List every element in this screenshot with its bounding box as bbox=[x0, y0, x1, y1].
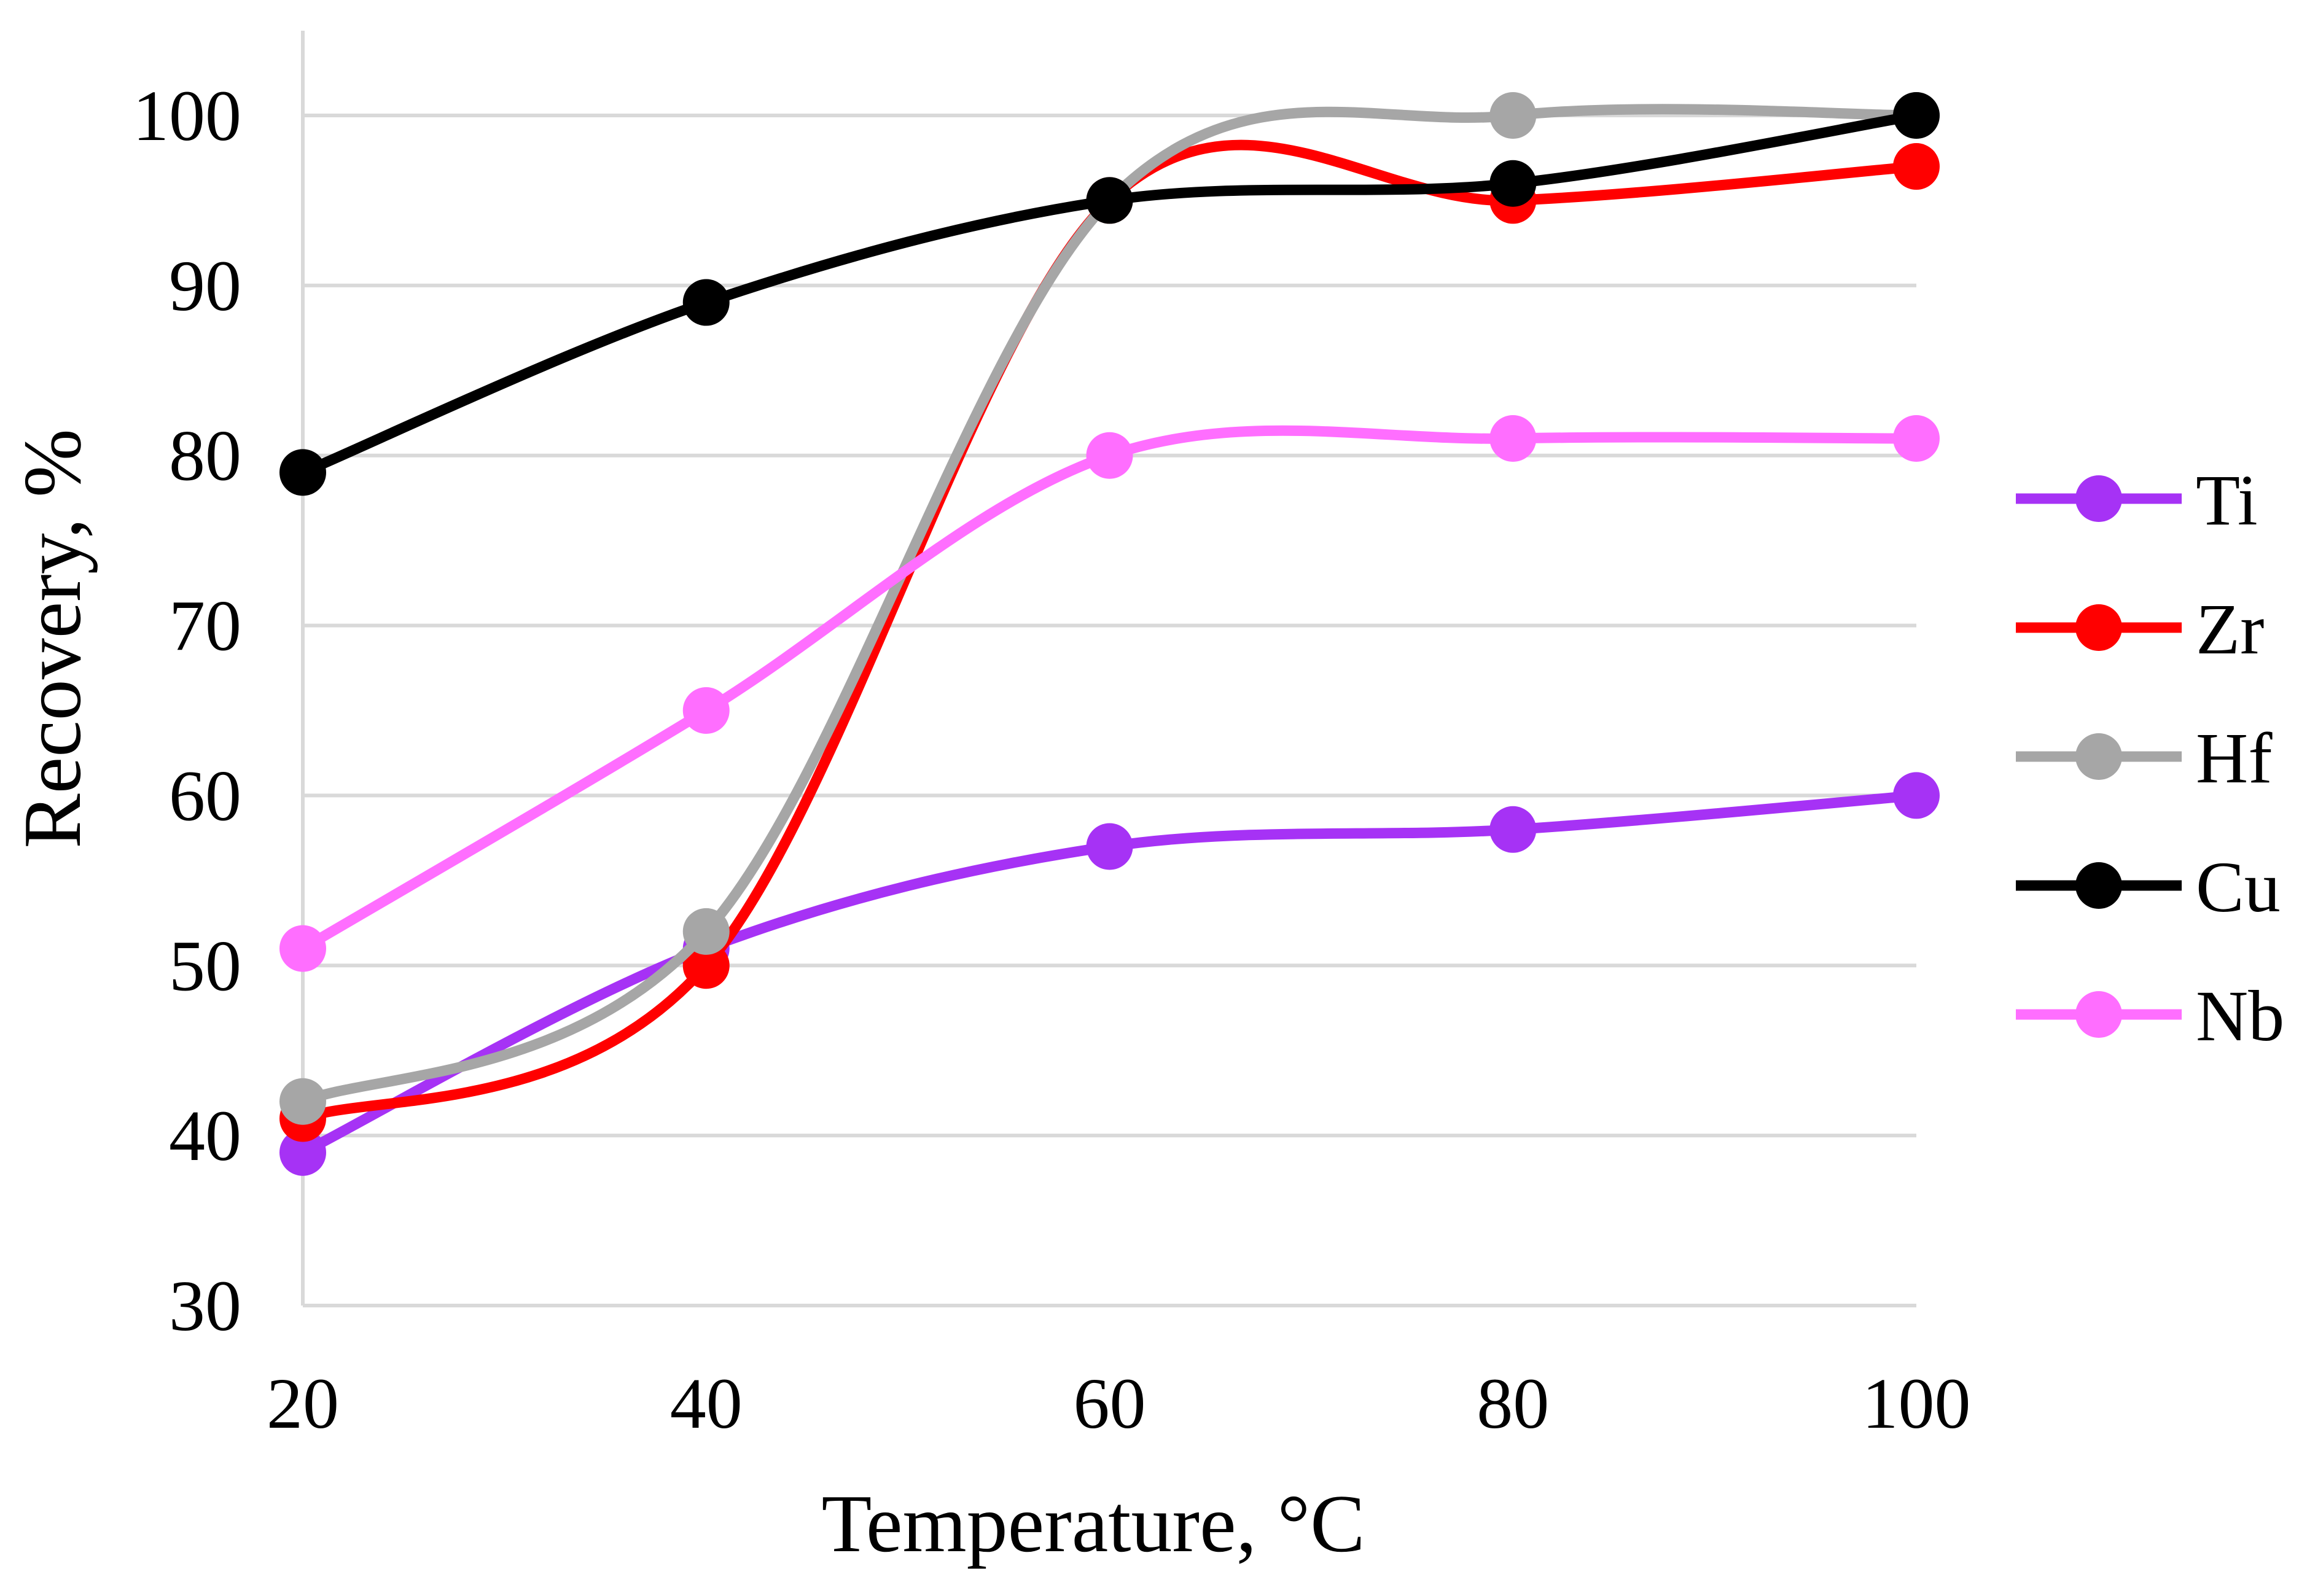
legend-label-hf: Hf bbox=[2196, 718, 2273, 798]
series-ti bbox=[279, 772, 1940, 1176]
legend-item-hf: Hf bbox=[2016, 718, 2273, 798]
x-tick-label: 100 bbox=[1862, 1363, 1971, 1444]
legend-item-nb: Nb bbox=[2016, 976, 2284, 1056]
y-axis-title: Recovery, % bbox=[7, 429, 98, 848]
x-tick-label: 60 bbox=[1074, 1363, 1146, 1444]
series-hf bbox=[279, 92, 1940, 1125]
data-point-cu-100 bbox=[1893, 92, 1940, 139]
data-point-ti-20 bbox=[279, 1129, 326, 1176]
data-point-cu-40 bbox=[682, 279, 730, 326]
y-tick-label: 60 bbox=[169, 755, 241, 836]
legend-label-nb: Nb bbox=[2196, 976, 2284, 1056]
legend-marker-ti bbox=[2075, 475, 2122, 522]
data-point-zr-100 bbox=[1893, 143, 1940, 190]
series bbox=[279, 92, 1940, 1176]
series-nb bbox=[279, 415, 1940, 972]
x-tick-label: 80 bbox=[1477, 1363, 1549, 1444]
data-point-hf-80 bbox=[1489, 92, 1537, 139]
data-point-hf-20 bbox=[279, 1078, 326, 1125]
legend-marker-zr bbox=[2075, 604, 2122, 651]
data-point-nb-100 bbox=[1893, 415, 1940, 462]
data-point-ti-100 bbox=[1893, 772, 1940, 819]
legend-label-zr: Zr bbox=[2196, 589, 2264, 669]
data-point-cu-80 bbox=[1489, 160, 1537, 207]
legend: Ti Zr Hf Cu Nb bbox=[2016, 460, 2284, 1056]
data-point-hf-40 bbox=[682, 908, 730, 955]
y-tick-label: 70 bbox=[169, 586, 241, 666]
x-tick-label: 20 bbox=[267, 1363, 339, 1444]
y-tick-label: 30 bbox=[169, 1266, 241, 1346]
data-point-nb-40 bbox=[682, 687, 730, 734]
data-point-nb-60 bbox=[1086, 432, 1133, 479]
data-point-zr-40 bbox=[682, 942, 730, 989]
data-point-ti-60 bbox=[1086, 823, 1133, 870]
legend-item-cu: Cu bbox=[2016, 847, 2281, 927]
data-point-nb-20 bbox=[279, 925, 326, 972]
x-tick-labels: 20 40 60 80 100 bbox=[267, 1363, 1971, 1444]
y-tick-label: 80 bbox=[169, 416, 241, 496]
legend-item-ti: Ti bbox=[2016, 460, 2258, 540]
x-axis-title: Temperature, °C bbox=[821, 1478, 1365, 1569]
legend-label-cu: Cu bbox=[2196, 847, 2281, 927]
data-point-ti-80 bbox=[1489, 806, 1537, 853]
y-tick-label: 100 bbox=[133, 76, 241, 156]
series-zr bbox=[279, 139, 1940, 1142]
legend-marker-nb bbox=[2075, 991, 2122, 1038]
legend-marker-cu bbox=[2075, 862, 2122, 909]
series-line-zr bbox=[297, 139, 1922, 1124]
series-line-nb bbox=[297, 425, 1922, 954]
data-point-nb-80 bbox=[1489, 415, 1537, 462]
data-point-cu-60 bbox=[1086, 177, 1133, 224]
y-tick-label: 40 bbox=[169, 1096, 241, 1176]
series-line-cu bbox=[297, 110, 1922, 478]
y-tick-label: 90 bbox=[169, 246, 241, 326]
y-tick-label: 50 bbox=[169, 925, 241, 1006]
y-tick-labels: 30 40 50 60 70 80 90 100 bbox=[133, 76, 241, 1346]
series-cu bbox=[279, 92, 1940, 496]
legend-item-zr: Zr bbox=[2016, 589, 2264, 669]
legend-label-ti: Ti bbox=[2196, 460, 2258, 540]
series-line-hf bbox=[297, 104, 1922, 1107]
data-point-cu-20 bbox=[279, 449, 326, 496]
legend-marker-hf bbox=[2075, 733, 2122, 780]
gridlines bbox=[303, 114, 1916, 1138]
x-tick-label: 40 bbox=[670, 1363, 743, 1444]
